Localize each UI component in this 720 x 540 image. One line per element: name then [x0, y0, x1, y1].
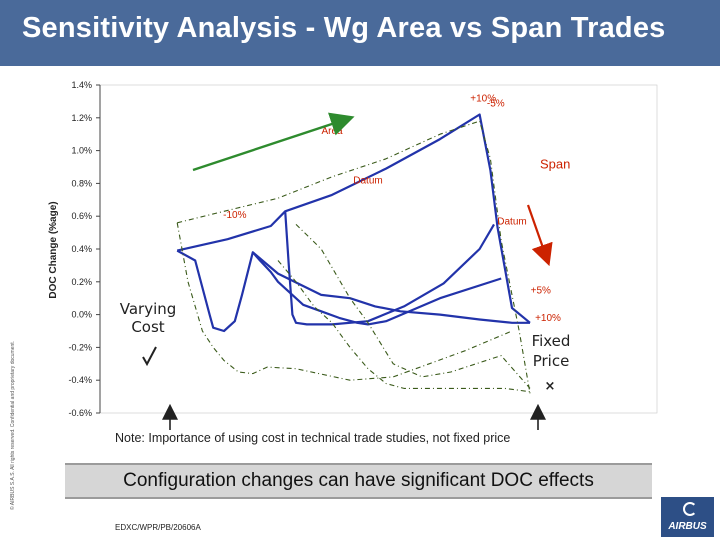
y-tick-label: 1.4% — [71, 80, 92, 90]
y-tick-label: 1.0% — [71, 146, 92, 156]
y-tick-label: 1.2% — [71, 113, 92, 123]
y-tick-label: -0.4% — [68, 375, 92, 385]
logo-text: AIRBUS — [668, 521, 707, 532]
varying-cost-line-3 — [252, 251, 530, 324]
annotation-label: Span — [540, 157, 570, 172]
fixed-price-line-5 — [176, 222, 513, 381]
y-tick-label: 0.4% — [71, 244, 92, 254]
annotation-label: +10% — [470, 93, 496, 104]
fixed-price-line2: Price — [532, 352, 570, 370]
annotation-label: +5% — [531, 285, 551, 296]
fixed-price-line1: Fixed — [531, 332, 571, 350]
note-text: Note: Importance of using cost in techni… — [115, 431, 511, 445]
varying-cost-line2: Cost — [131, 318, 165, 336]
airbus-logo: AIRBUS — [661, 497, 714, 537]
logo-mark-icon — [683, 502, 697, 516]
annotation-label: Area — [321, 126, 343, 137]
annotation-label: Datum — [497, 216, 526, 227]
y-axis-label: DOC Change (%age) — [48, 201, 59, 298]
annotation-label: -5% — [487, 98, 505, 109]
y-tick-label: 0.0% — [71, 310, 92, 320]
y-tick-label: 0.6% — [71, 211, 92, 221]
varying-cost-line-2 — [284, 211, 495, 326]
span-arrow — [526, 204, 553, 267]
plot-area — [99, 84, 658, 414]
y-tick-label: 0.8% — [71, 178, 92, 188]
fixed-price-line-7 — [295, 224, 531, 389]
varying-cost-label: Varying Cost — [113, 300, 183, 336]
annotation-label: +10% — [535, 313, 561, 324]
varying-cost-line-0 — [176, 249, 502, 333]
area-arrow — [192, 112, 355, 172]
conclusion-banner: Configuration changes can have significa… — [65, 463, 652, 499]
y-tick-label: -0.6% — [68, 408, 92, 418]
varying-cost-line1: Varying — [119, 300, 177, 318]
annotation-label: -10% — [223, 210, 246, 221]
check-mark-icon — [142, 346, 157, 367]
y-tick-label: -0.2% — [68, 342, 92, 352]
fixed-price-label: Fixed Price — [518, 331, 584, 371]
annotation-label: Datum — [353, 175, 382, 186]
fixed-price-line-4 — [177, 120, 531, 394]
slide-title: Sensitivity Analysis - Wg Area vs Span T… — [22, 12, 666, 44]
y-tick-label: 0.2% — [71, 277, 92, 287]
varying-cost-line-1 — [176, 113, 531, 324]
title-bar: Sensitivity Analysis - Wg Area vs Span T… — [0, 0, 720, 66]
fixed-price-line-6 — [277, 260, 531, 393]
document-reference: EDXC/WPR/PB/20606A — [115, 523, 201, 532]
cross-mark-icon: × — [545, 379, 556, 394]
